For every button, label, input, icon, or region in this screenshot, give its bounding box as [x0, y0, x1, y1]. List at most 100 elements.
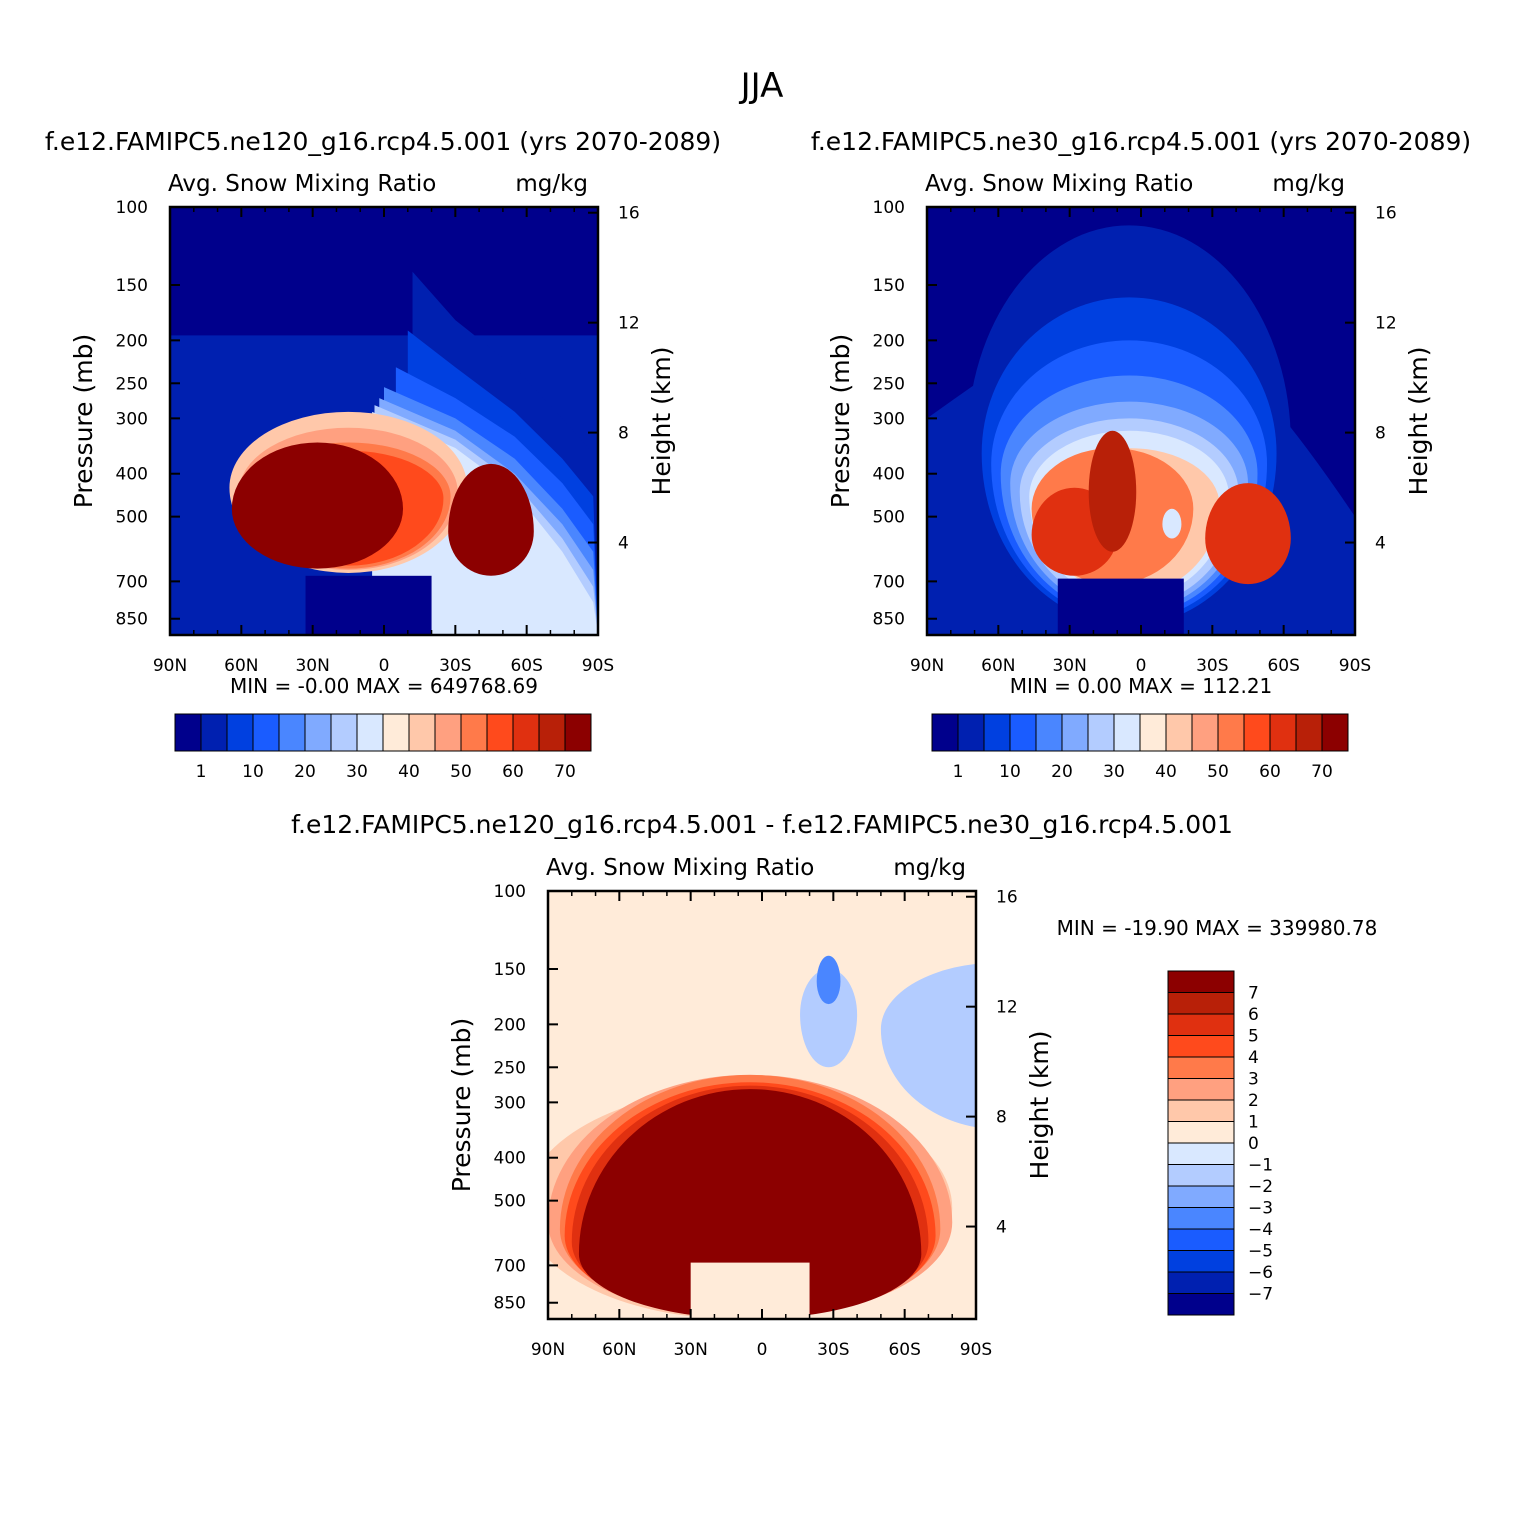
panels-layer: f.e12.FAMIPC5.ne120_g16.rcp4.5.001 (yrs …: [45, 127, 1471, 1360]
colorbar-label: 0: [1248, 1134, 1259, 1154]
colorbar-box: [460, 713, 488, 752]
colorbar-label: 50: [1207, 762, 1229, 782]
panel-title: f.e12.FAMIPC5.ne120_g16.rcp4.5.001 - f.e…: [291, 810, 1233, 839]
y2-axis-label: Height (km): [1025, 1031, 1054, 1180]
units-label: mg/kg: [515, 171, 588, 197]
y2-tick-label: 8: [618, 424, 629, 444]
y-tick-label: 500: [494, 1192, 526, 1212]
colorbar-box: [1113, 713, 1141, 752]
colorbar-label: 10: [999, 762, 1021, 782]
colorbar-box: [1167, 1078, 1235, 1101]
colorbar-label: −7: [1248, 1285, 1273, 1305]
y-tick-label: 400: [494, 1149, 526, 1169]
y-tick-label: 400: [116, 465, 148, 485]
colorbar-box: [1167, 1271, 1235, 1294]
colorbar-box: [1167, 1013, 1235, 1036]
y-tick-label: 100: [116, 198, 148, 218]
contour-field: [170, 207, 598, 635]
colorbar-box: [1087, 713, 1115, 752]
colorbar-box: [1167, 992, 1235, 1015]
colorbar-box: [1167, 1056, 1235, 1079]
colorbar-box: [1167, 1207, 1235, 1230]
colorbar-label: −4: [1248, 1220, 1273, 1240]
y-tick-label: 100: [494, 882, 526, 902]
colorbar-label: 10: [242, 762, 264, 782]
colorbar: 1 10 20 30 40 50 60 70: [174, 713, 592, 782]
colorbar-box: [512, 713, 540, 752]
x-tick-label: 30S: [439, 656, 471, 676]
x-tick-label: 60N: [602, 1340, 636, 1360]
colorbar-label: 70: [554, 762, 576, 782]
panel-title: f.e12.FAMIPC5.ne30_g16.rcp4.5.001 (yrs 2…: [811, 127, 1471, 156]
colorbar-label: −5: [1248, 1242, 1273, 1262]
contour-region: [231, 442, 404, 569]
y2-tick-label: 4: [996, 1218, 1007, 1238]
colorbar-label: 1: [1248, 1113, 1259, 1133]
x-tick-label: 60N: [981, 656, 1015, 676]
y-tick-label: 150: [116, 276, 148, 296]
y-tick-label: 500: [116, 508, 148, 528]
colorbar-box: [931, 713, 959, 752]
colorbar-box: [226, 713, 254, 752]
colorbar-box: [382, 713, 410, 752]
colorbar-box: [434, 713, 462, 752]
y-tick-label: 300: [116, 409, 148, 429]
colorbar-label: 3: [1248, 1070, 1259, 1090]
y-tick-label: 200: [494, 1015, 526, 1035]
colorbar-label: 4: [1248, 1048, 1259, 1068]
y-tick-label: 150: [494, 960, 526, 980]
colorbar-box: [408, 713, 436, 752]
surface-block: [1057, 578, 1184, 635]
contour-region: [1205, 483, 1291, 585]
colorbar-box: [486, 713, 514, 752]
colorbar-box: [1191, 713, 1219, 752]
colorbar-box: [1269, 713, 1297, 752]
x-tick-label: 90S: [960, 1340, 992, 1360]
figure-title: JJA: [739, 66, 784, 106]
colorbar-box: [1061, 713, 1089, 752]
y-tick-label: 300: [494, 1093, 526, 1113]
y2-tick-label: 16: [618, 204, 640, 224]
colorbar-label: 40: [398, 762, 420, 782]
colorbar-label: −2: [1248, 1177, 1273, 1197]
upper-low-band: [170, 207, 598, 336]
colorbar-box: [200, 713, 228, 752]
colorbar-label: −1: [1248, 1156, 1273, 1176]
x-tick-label: 30N: [673, 1340, 707, 1360]
contour-field: [548, 891, 976, 1319]
y2-tick-label: 16: [996, 888, 1018, 908]
y2-tick-label: 16: [1375, 204, 1397, 224]
y-tick-label: 250: [494, 1058, 526, 1078]
y2-tick-label: 4: [1375, 534, 1386, 554]
y2-tick-label: 8: [1375, 424, 1386, 444]
colorbar-label: 50: [450, 762, 472, 782]
colorbar-label: 30: [1103, 762, 1125, 782]
colorbar-box: [1295, 713, 1323, 752]
colorbar-box: [1243, 713, 1271, 752]
contour-field: [927, 207, 1355, 635]
field-label: Avg. Snow Mixing Ratio: [168, 171, 436, 197]
field-label: Avg. Snow Mixing Ratio: [546, 855, 814, 881]
contour-region: [816, 955, 841, 1005]
units-label: mg/kg: [893, 855, 966, 881]
contour-region: [1162, 508, 1182, 539]
contour-region: [1088, 430, 1137, 552]
colorbar-label: 6: [1248, 1005, 1259, 1025]
y-tick-label: 250: [873, 374, 905, 394]
colorbar-box: [983, 713, 1011, 752]
colorbar-box: [1167, 1250, 1235, 1273]
y-axis-label: Pressure (mb): [826, 334, 855, 508]
colorbar-label: 60: [502, 762, 524, 782]
colorbar-label: 1: [953, 762, 964, 782]
y2-tick-label: 12: [996, 998, 1018, 1018]
contour-region: [448, 463, 534, 576]
colorbar-box: [1167, 970, 1235, 993]
y-tick-label: 300: [873, 409, 905, 429]
colorbar-box: [1167, 1228, 1235, 1251]
y-tick-label: 500: [873, 508, 905, 528]
colorbar-label: 20: [1051, 762, 1073, 782]
colorbar-box: [1165, 713, 1193, 752]
chart-panel-1: f.e12.FAMIPC5.ne120_g16.rcp4.5.001 (yrs …: [45, 127, 721, 782]
y-tick-label: 150: [873, 276, 905, 296]
y2-tick-label: 4: [618, 534, 629, 554]
